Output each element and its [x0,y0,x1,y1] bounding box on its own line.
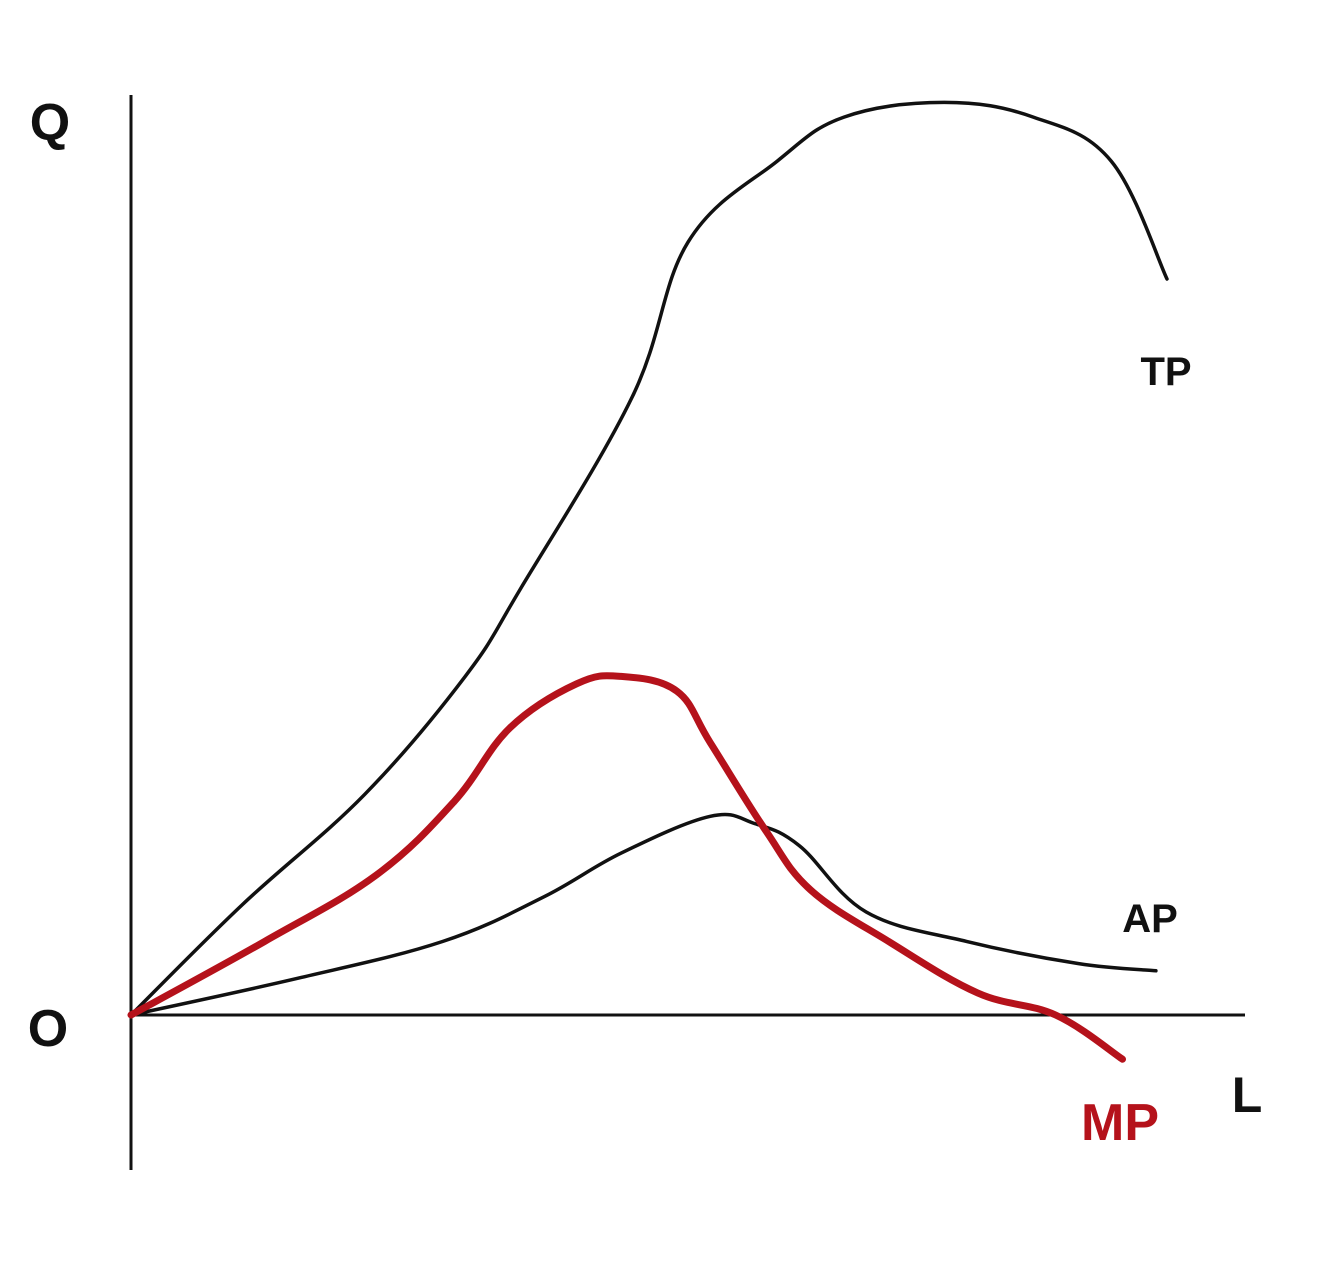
ap-label: AP [1122,897,1178,941]
tp-label: TP [1140,350,1191,394]
x-axis-label: L [1232,1067,1263,1123]
tp-curve [129,100,1169,1017]
origin-label: O [28,1000,68,1058]
ap-curve [129,812,1158,1017]
mp-curve [127,672,1126,1063]
y-axis-label: Q [30,94,70,152]
mp-label: MP [1081,1094,1159,1152]
